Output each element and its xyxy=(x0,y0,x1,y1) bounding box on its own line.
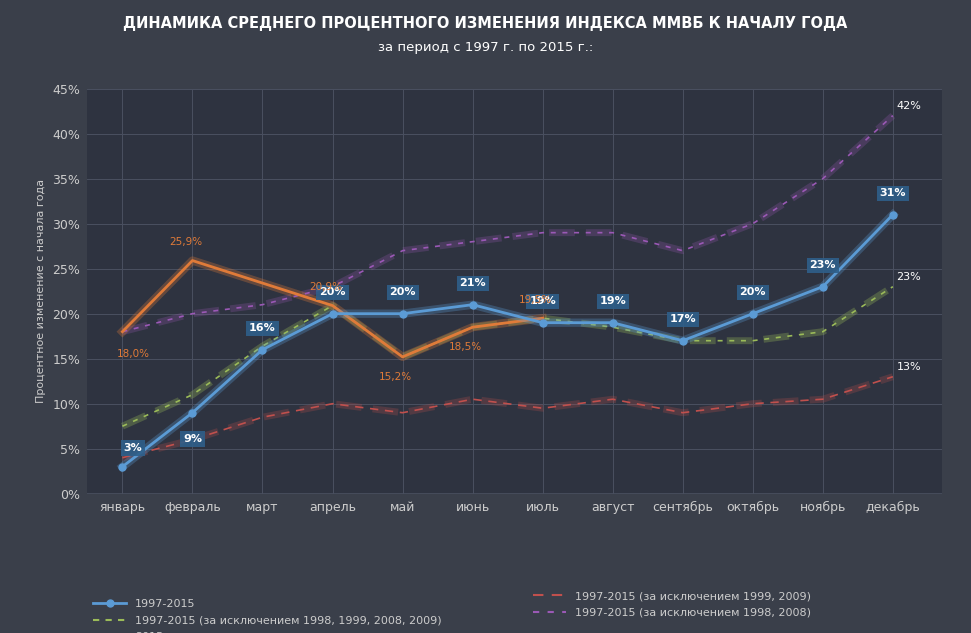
Text: 13%: 13% xyxy=(896,362,921,372)
Text: 42%: 42% xyxy=(896,101,921,111)
Text: 20,9%: 20,9% xyxy=(309,282,342,292)
Text: 25,9%: 25,9% xyxy=(169,237,202,247)
Text: 20%: 20% xyxy=(740,287,766,298)
Y-axis label: Процентное изменение с начала года: Процентное изменение с начала года xyxy=(36,179,46,403)
Text: 23%: 23% xyxy=(896,272,921,282)
Text: за период с 1997 г. по 2015 г.:: за период с 1997 г. по 2015 г.: xyxy=(378,41,593,54)
Text: 20%: 20% xyxy=(319,287,346,298)
Text: 15,2%: 15,2% xyxy=(379,372,412,382)
Text: 19,5%: 19,5% xyxy=(519,295,552,304)
Legend: 1997-2015 (за исключением 1999, 2009), 1997-2015 (за исключением 1998, 2008): 1997-2015 (за исключением 1999, 2009), 1… xyxy=(533,591,811,618)
Text: 19%: 19% xyxy=(599,296,626,306)
Text: 19%: 19% xyxy=(529,296,556,306)
Text: ДИНАМИКА СРЕДНЕГО ПРОЦЕНТНОГО ИЗМЕНЕНИЯ ИНДЕКСА ММВБ К НАЧАЛУ ГОДА: ДИНАМИКА СРЕДНЕГО ПРОЦЕНТНОГО ИЗМЕНЕНИЯ … xyxy=(123,16,848,31)
Text: 18,0%: 18,0% xyxy=(117,349,150,359)
Text: 23%: 23% xyxy=(810,260,836,270)
Text: 21%: 21% xyxy=(459,279,486,289)
Text: 17%: 17% xyxy=(669,315,696,325)
Text: 20%: 20% xyxy=(389,287,416,298)
Text: 16%: 16% xyxy=(250,323,276,334)
Text: 31%: 31% xyxy=(880,189,906,199)
Text: 9%: 9% xyxy=(183,434,202,444)
Text: 18,5%: 18,5% xyxy=(449,342,483,353)
Text: 3%: 3% xyxy=(123,443,143,453)
